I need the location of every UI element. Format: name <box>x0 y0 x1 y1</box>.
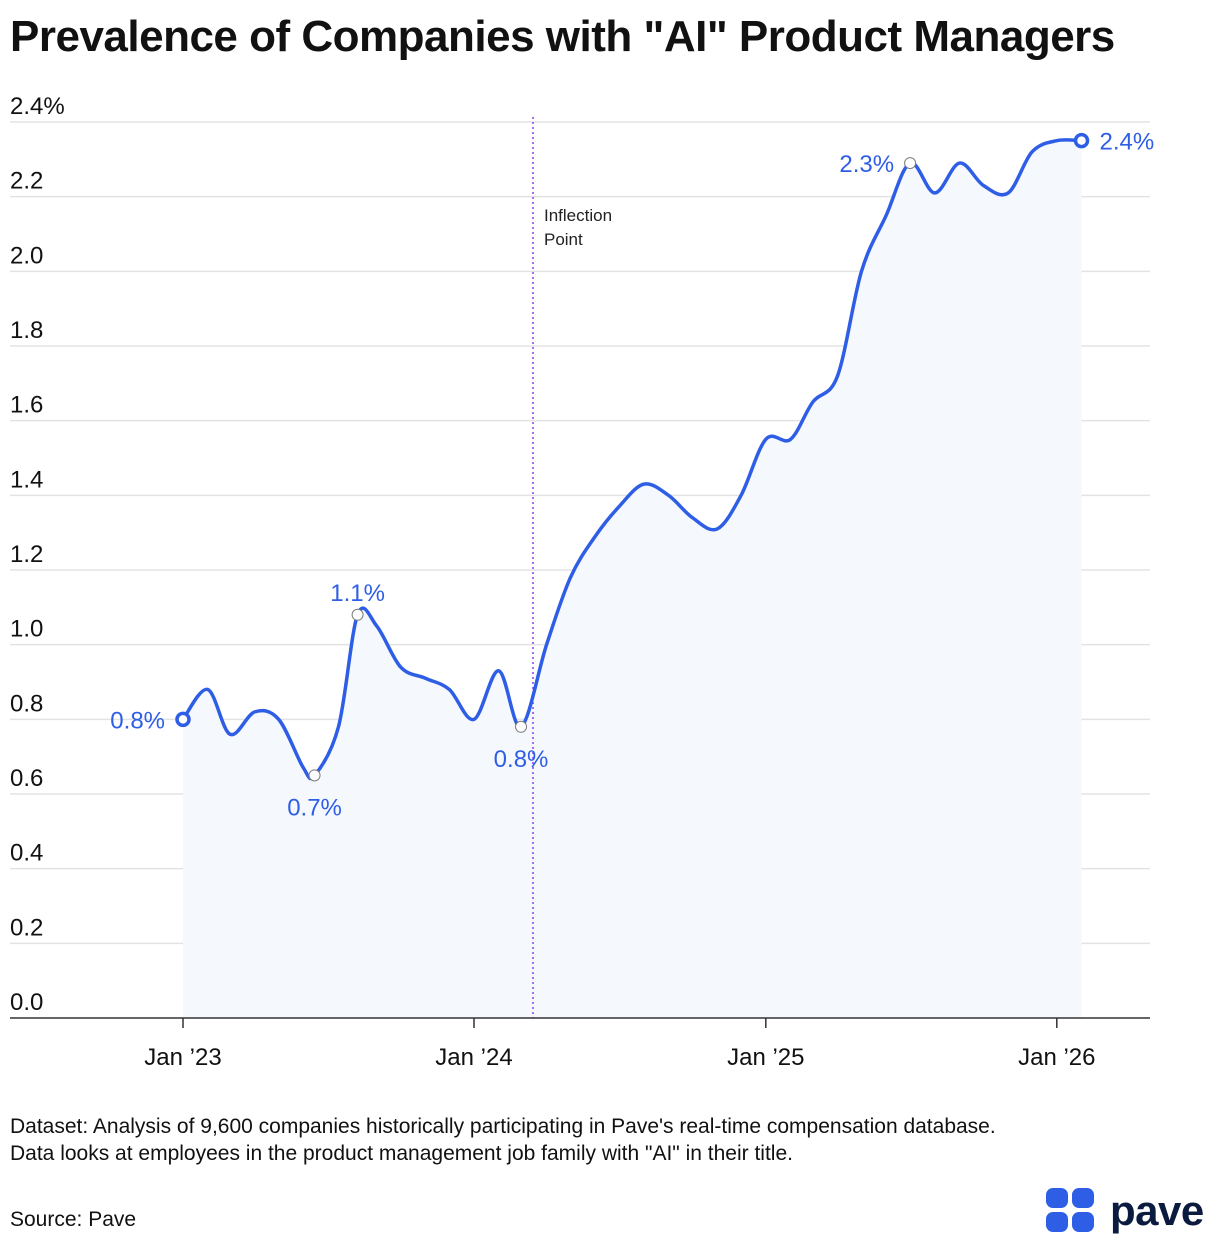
data-label: 0.8% <box>110 707 165 734</box>
x-tick-label: Jan ’23 <box>144 1044 221 1071</box>
markers <box>175 132 1090 782</box>
y-tick-label: 0.6 <box>10 765 43 792</box>
series-line-layer <box>181 138 1084 781</box>
y-tick-label: 1.2 <box>10 541 43 568</box>
y-tick-label: 1.8 <box>10 317 43 344</box>
dataset-note: Dataset: Analysis of 9,600 companies his… <box>10 1115 996 1165</box>
data-label: 0.8% <box>494 746 549 773</box>
y-tick-label: 0.2 <box>10 914 43 941</box>
y-tick-label: 0.0 <box>10 989 43 1016</box>
area-fill-layer <box>183 139 1082 1018</box>
y-tick-label: 2.4% <box>10 93 65 120</box>
series-line <box>181 138 1084 781</box>
area-fill <box>183 139 1082 1018</box>
pave-logo-icon <box>1046 1188 1096 1234</box>
data-label: 2.3% <box>839 151 894 178</box>
data-label: 2.4% <box>1100 129 1155 156</box>
x-tick-label: Jan ’24 <box>435 1044 512 1071</box>
y-tick-label: 0.8 <box>10 690 43 717</box>
y-tick-label: 1.0 <box>10 616 43 643</box>
axes <box>10 1017 1150 1028</box>
x-tick-label: Jan ’26 <box>1018 1044 1095 1071</box>
y-tick-label: 0.4 <box>10 840 43 867</box>
source-note: Source: Pave <box>10 1208 137 1231</box>
y-tick-label: 2.0 <box>10 242 43 269</box>
endpoint-marker <box>175 711 191 728</box>
y-tick-label: 1.4 <box>10 466 43 493</box>
labels: 0.0 0.2 0.4 0.6 0.8 1.0 1.2 1.4 1.6 1.8 2.0 2.2 2.4%… <box>10 93 1154 1071</box>
y-tick-label: 1.6 <box>10 392 43 419</box>
endpoint-marker <box>1073 132 1090 149</box>
inflection-point-label: Inflection Point <box>544 206 612 249</box>
chart-title: Prevalence of Companies with "AI" Produc… <box>10 12 1115 61</box>
point-marker <box>308 769 321 782</box>
line-chart: 0.0 0.2 0.4 0.6 0.8 1.0 1.2 1.4 1.6 1.8 2.0 2.2 2.4%… <box>10 93 1154 1071</box>
pave-wordmark: pave <box>1110 1187 1204 1234</box>
x-tick-label: Jan ’25 <box>727 1044 804 1071</box>
data-label: 1.1% <box>330 580 385 607</box>
point-marker <box>351 608 364 621</box>
data-label: 0.7% <box>287 794 342 821</box>
point-marker <box>904 157 917 170</box>
y-tick-label: 2.2 <box>10 168 43 195</box>
pave-logo: pave <box>1046 1188 1204 1234</box>
point-marker <box>515 720 528 733</box>
